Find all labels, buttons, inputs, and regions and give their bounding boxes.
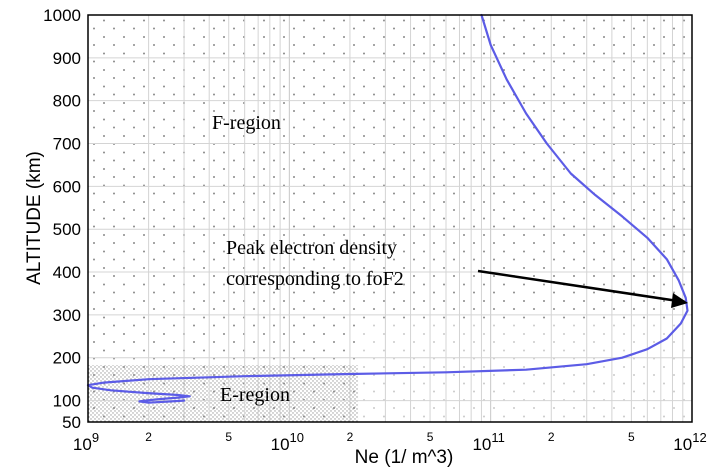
y-tick-label: 700: [53, 135, 81, 154]
x-tick-label: 1010: [271, 430, 304, 454]
peak-arrow-line: [477, 269, 679, 303]
x-tick-label: 1011: [472, 430, 504, 454]
y-tick-labels: 1000 900 800 700 600 500 400 300 200 100 50: [43, 6, 81, 432]
y-tick-label: 300: [53, 306, 81, 325]
plot-frame: [87, 14, 693, 423]
x-minor-tick-label: 2: [347, 430, 354, 444]
peak-arrow-head: [671, 293, 688, 308]
electron-density-line: [86, 13, 689, 404]
e-region-label: E-region: [220, 384, 290, 406]
y-tick-label: 800: [53, 92, 81, 111]
y-tick-label: 50: [62, 413, 81, 432]
x-minor-tick-label: 5: [427, 430, 434, 444]
series-group: [86, 13, 689, 404]
x-minor-tick-label: 2: [145, 430, 152, 444]
y-tick-label: 1000: [43, 6, 81, 25]
grid: [88, 15, 692, 422]
annotations: F-region E-region Peak electron density …: [212, 112, 688, 406]
y-tick-label: 500: [53, 220, 81, 239]
x-axis-title: Ne (1/ m^3): [355, 447, 454, 468]
y-tick-label: 600: [53, 177, 81, 196]
y-tick-label: 200: [53, 349, 81, 368]
f-region-label: F-region: [212, 112, 281, 134]
x-minor-tick-label: 5: [628, 430, 635, 444]
y-tick-label: 400: [53, 263, 81, 282]
x-tick-labels: 109 1010 1011 1012 2 5 2 5 2 5: [73, 430, 707, 454]
x-tick-label: 1012: [673, 430, 706, 454]
y-tick-label: 900: [53, 49, 81, 68]
peak-annotation-line2: corresponding to foF2: [226, 268, 404, 290]
y-tick-label: 100: [53, 392, 81, 411]
x-minor-tick-label: 2: [548, 430, 555, 444]
x-tick-label: 109: [73, 430, 99, 454]
x-minor-tick-label: 5: [225, 430, 232, 444]
y-axis-title: ALTITUDE (km): [24, 151, 45, 285]
peak-annotation-line1: Peak electron density: [226, 237, 397, 259]
